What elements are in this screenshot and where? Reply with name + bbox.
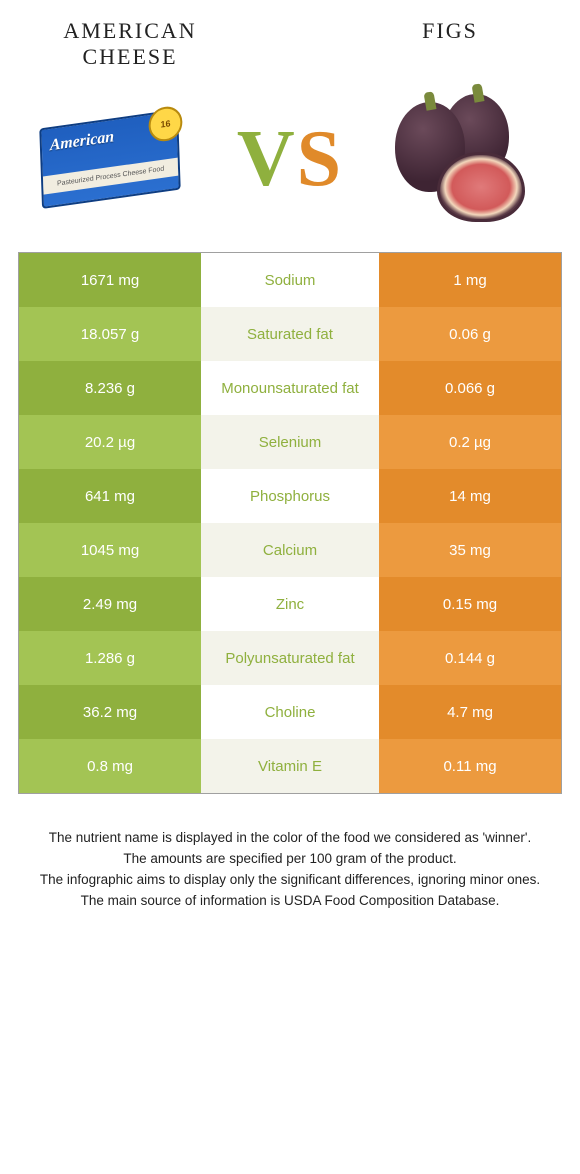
- right-value: 0.066 g: [379, 361, 561, 415]
- right-food-title: FIGS: [360, 18, 540, 70]
- cheese-badge: 16: [148, 104, 183, 143]
- cheese-band-text: Pasteurized Process Cheese Food: [43, 158, 178, 195]
- left-value: 18.057 g: [19, 307, 201, 361]
- footer-line: The nutrient name is displayed in the co…: [30, 828, 550, 849]
- table-row: 0.8 mgVitamin E0.11 mg: [19, 739, 561, 793]
- table-row: 20.2 µgSelenium0.2 µg: [19, 415, 561, 469]
- footer-notes: The nutrient name is displayed in the co…: [0, 794, 580, 942]
- table-row: 1671 mgSodium1 mg: [19, 253, 561, 307]
- nutrient-label: Monounsaturated fat: [201, 361, 379, 415]
- left-value: 36.2 mg: [19, 685, 201, 739]
- vs-s: S: [297, 115, 344, 203]
- left-value: 0.8 mg: [19, 739, 201, 793]
- nutrient-label: Saturated fat: [201, 307, 379, 361]
- cheese-image: American 16 Pasteurized Process Cheese F…: [30, 94, 190, 224]
- right-value: 14 mg: [379, 469, 561, 523]
- left-value: 1045 mg: [19, 523, 201, 577]
- table-row: 2.49 mgZinc0.15 mg: [19, 577, 561, 631]
- header: AMERICAN CHEESE FIGS: [0, 0, 580, 80]
- footer-line: The main source of information is USDA F…: [30, 891, 550, 912]
- right-value: 0.144 g: [379, 631, 561, 685]
- left-food-title: AMERICAN CHEESE: [40, 18, 220, 70]
- right-value: 1 mg: [379, 253, 561, 307]
- nutrient-label: Selenium: [201, 415, 379, 469]
- left-value: 8.236 g: [19, 361, 201, 415]
- nutrient-label: Vitamin E: [201, 739, 379, 793]
- fig-half-icon: [437, 152, 525, 222]
- table-row: 641 mgPhosphorus14 mg: [19, 469, 561, 523]
- footer-line: The amounts are specified per 100 gram o…: [30, 849, 550, 870]
- right-value: 0.11 mg: [379, 739, 561, 793]
- right-value: 0.15 mg: [379, 577, 561, 631]
- right-value: 35 mg: [379, 523, 561, 577]
- nutrient-label: Choline: [201, 685, 379, 739]
- figs-icon: [395, 94, 545, 224]
- table-row: 36.2 mgCholine4.7 mg: [19, 685, 561, 739]
- nutrient-label: Phosphorus: [201, 469, 379, 523]
- left-value: 641 mg: [19, 469, 201, 523]
- table-row: 1045 mgCalcium35 mg: [19, 523, 561, 577]
- table-row: 1.286 gPolyunsaturated fat0.144 g: [19, 631, 561, 685]
- nutrient-label: Sodium: [201, 253, 379, 307]
- left-value: 1.286 g: [19, 631, 201, 685]
- right-value: 0.06 g: [379, 307, 561, 361]
- nutrient-label: Calcium: [201, 523, 379, 577]
- cheese-icon: American 16 Pasteurized Process Cheese F…: [39, 109, 180, 209]
- left-value: 2.49 mg: [19, 577, 201, 631]
- figs-image: [390, 94, 550, 224]
- left-value: 20.2 µg: [19, 415, 201, 469]
- right-value: 0.2 µg: [379, 415, 561, 469]
- vs-label: VS: [237, 119, 343, 199]
- left-value: 1671 mg: [19, 253, 201, 307]
- right-value: 4.7 mg: [379, 685, 561, 739]
- footer-line: The infographic aims to display only the…: [30, 870, 550, 891]
- vs-v: V: [237, 115, 297, 203]
- nutrient-label: Polyunsaturated fat: [201, 631, 379, 685]
- table-row: 8.236 gMonounsaturated fat0.066 g: [19, 361, 561, 415]
- nutrient-label: Zinc: [201, 577, 379, 631]
- hero-row: American 16 Pasteurized Process Cheese F…: [0, 80, 580, 252]
- nutrient-table: 1671 mgSodium1 mg18.057 gSaturated fat0.…: [18, 252, 562, 794]
- table-row: 18.057 gSaturated fat0.06 g: [19, 307, 561, 361]
